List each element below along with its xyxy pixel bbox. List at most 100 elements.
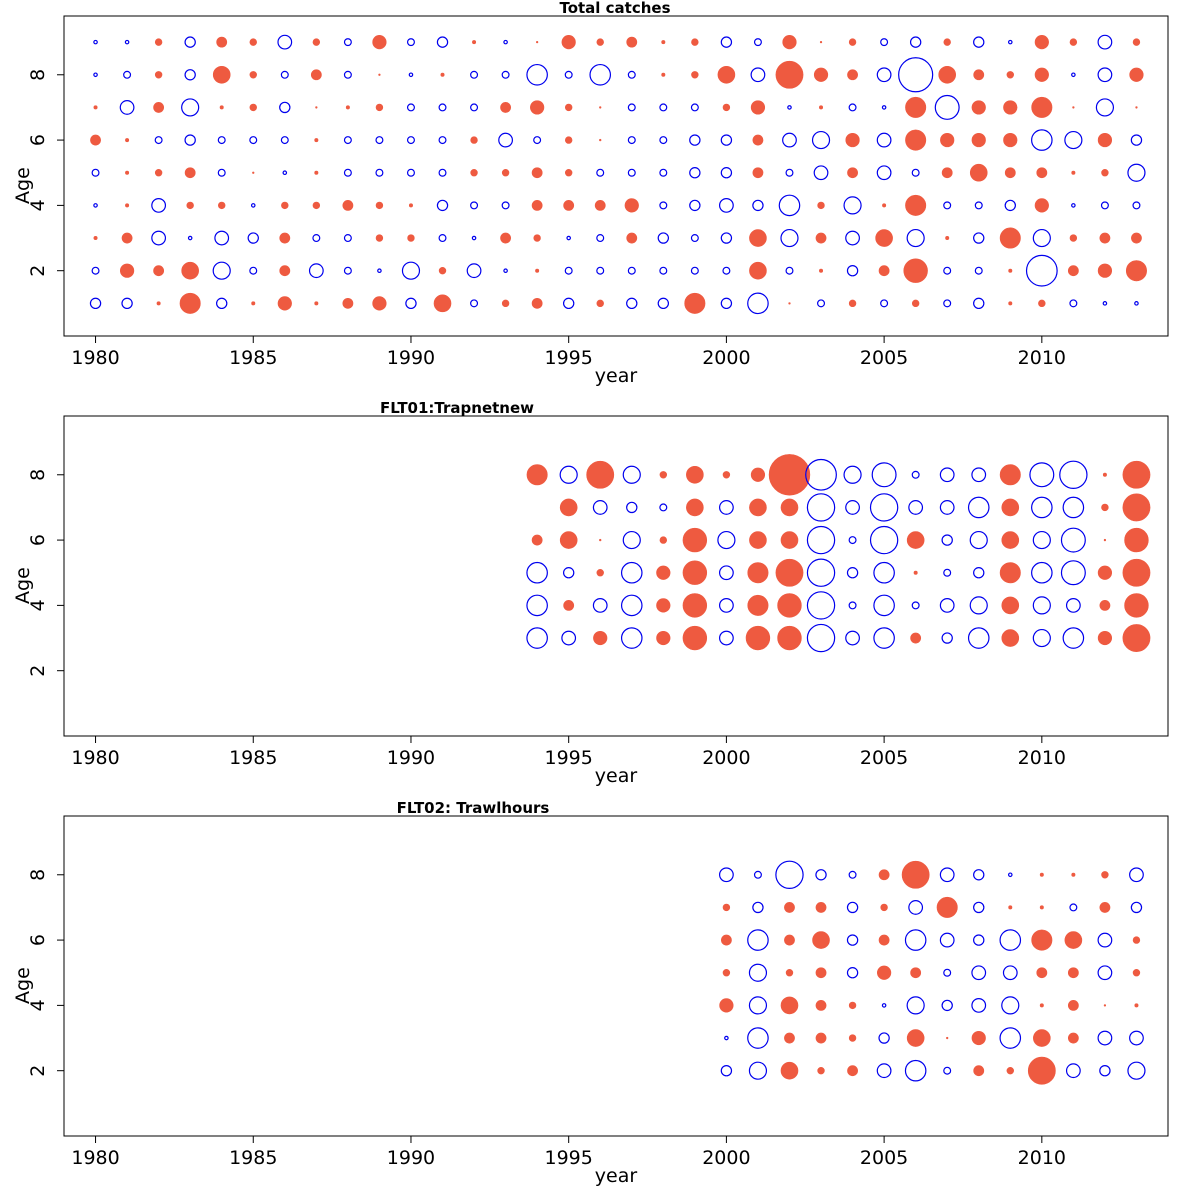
residual-bubble-positive: [1101, 503, 1109, 512]
residual-bubble-positive: [684, 292, 706, 314]
residual-bubble-positive: [593, 630, 608, 646]
residual-bubble-negative: [974, 201, 983, 210]
residual-bubble-negative: [1069, 299, 1078, 308]
residual-bubble-negative: [503, 39, 508, 45]
residual-bubble-positive: [407, 234, 415, 242]
residual-bubble-negative: [498, 132, 514, 148]
residual-bubble-negative: [626, 297, 638, 310]
residual-bubble-positive: [470, 169, 478, 177]
residual-bubble-negative: [1100, 201, 1109, 210]
residual-bubble-positive: [1103, 1004, 1107, 1007]
residual-bubble-negative: [154, 136, 163, 145]
residual-bubble-negative: [406, 103, 415, 112]
x-tick-label: 1985: [229, 747, 277, 769]
residual-bubble-positive: [1001, 498, 1020, 517]
residual-bubble-negative: [1032, 596, 1051, 615]
residual-bubble-negative: [91, 266, 100, 275]
residual-bubble-negative: [627, 266, 636, 275]
residual-bubble-positive: [780, 1061, 799, 1080]
residual-bubble-negative: [375, 168, 384, 177]
residual-bubble-positive: [940, 132, 955, 148]
residual-bubble-negative: [848, 536, 857, 545]
residual-bubble-negative: [690, 234, 699, 243]
residual-bubble-positive: [659, 471, 668, 479]
residual-bubble-positive: [1097, 132, 1113, 148]
residual-bubble-positive: [125, 138, 130, 143]
residual-bubble-negative: [876, 1063, 892, 1079]
x-tick-label: 1985: [229, 1147, 277, 1169]
x-tick-label: 2005: [860, 747, 908, 769]
residual-bubble-negative: [592, 500, 608, 515]
residual-bubble-negative: [184, 69, 196, 81]
residual-bubble-positive: [815, 967, 827, 979]
residual-bubble-positive: [312, 201, 321, 210]
x-tick-label: 1990: [387, 1147, 435, 1169]
residual-bubble-positive: [1097, 630, 1113, 646]
residual-bubble-positive: [251, 301, 256, 306]
residual-bubble-negative: [719, 500, 734, 515]
residual-bubble-negative: [748, 1061, 768, 1080]
residual-bubble-negative: [969, 530, 988, 550]
residual-bubble-positive: [936, 896, 958, 918]
residual-bubble-positive: [848, 38, 857, 46]
residual-bubble-negative: [843, 196, 862, 215]
residual-bubble-positive: [750, 100, 766, 115]
residual-bubble-positive: [1036, 167, 1048, 179]
residual-bubble-negative: [212, 261, 231, 280]
residual-bubble-negative: [470, 103, 479, 112]
y-tick-label: 2: [27, 665, 49, 677]
residual-bubble-negative: [873, 627, 895, 649]
residual-bubble-positive: [1039, 872, 1044, 877]
residual-bubble-positive: [125, 170, 130, 175]
residual-bubble-positive: [438, 266, 447, 275]
residual-bubble-negative: [939, 867, 955, 883]
residual-bubble-negative: [93, 72, 98, 78]
residual-bubble-negative: [1062, 627, 1085, 649]
residual-bubble-negative: [622, 530, 641, 550]
x-tick-label: 2000: [702, 747, 750, 769]
residual-bubble-negative: [846, 264, 859, 277]
residual-bubble-positive: [1134, 1003, 1139, 1008]
residual-bubble-negative: [845, 500, 860, 515]
residual-bubble-positive: [1003, 132, 1018, 148]
residual-bubble-positive: [913, 570, 918, 575]
residual-bubble-positive: [90, 134, 101, 146]
residual-bubble-positive: [563, 199, 575, 211]
x-tick-label: 2005: [860, 1147, 908, 1169]
residual-bubble-positive: [1001, 596, 1020, 615]
residual-bubble-positive: [682, 560, 708, 585]
residual-bubble-positive: [1122, 460, 1151, 489]
residual-bubble-positive: [999, 227, 1021, 249]
residual-bubble-positive: [596, 299, 604, 308]
residual-bubble-positive: [749, 229, 767, 247]
residual-bubble-negative: [1102, 301, 1108, 306]
residual-bubble-positive: [747, 594, 769, 616]
residual-bubble-positive: [691, 38, 699, 46]
x-tick-label: 1990: [387, 347, 435, 369]
residual-bubble-negative: [939, 932, 955, 948]
residual-bubble-positive: [1069, 234, 1078, 242]
residual-bubble-negative: [620, 561, 643, 584]
residual-bubble-negative: [690, 103, 699, 112]
residual-bubble-negative: [343, 38, 352, 47]
residual-bubble-positive: [599, 538, 602, 542]
residual-bubble-negative: [869, 525, 899, 555]
residual-bubble-positive: [249, 38, 257, 46]
residual-bubble-negative: [753, 38, 762, 47]
residual-bubble-positive: [1067, 999, 1079, 1011]
residual-bubble-positive: [1122, 558, 1151, 587]
residual-bubble-positive: [946, 1036, 949, 1040]
residual-bubble-negative: [720, 232, 733, 244]
residual-bubble-negative: [689, 167, 701, 179]
residual-bubble-negative: [973, 297, 985, 310]
residual-bubble-positive: [845, 132, 860, 148]
residual-bubble-positive: [154, 38, 163, 46]
residual-bubble-positive: [119, 263, 135, 278]
y-axis-title: Age: [12, 967, 34, 1004]
residual-bubble-negative: [438, 136, 447, 145]
residual-bubble-negative: [561, 630, 577, 646]
residual-bubble-negative: [973, 869, 985, 881]
residual-bubble-negative: [659, 103, 668, 112]
x-tick-label: 2000: [702, 1147, 750, 1169]
residual-bubble-positive: [777, 625, 802, 651]
